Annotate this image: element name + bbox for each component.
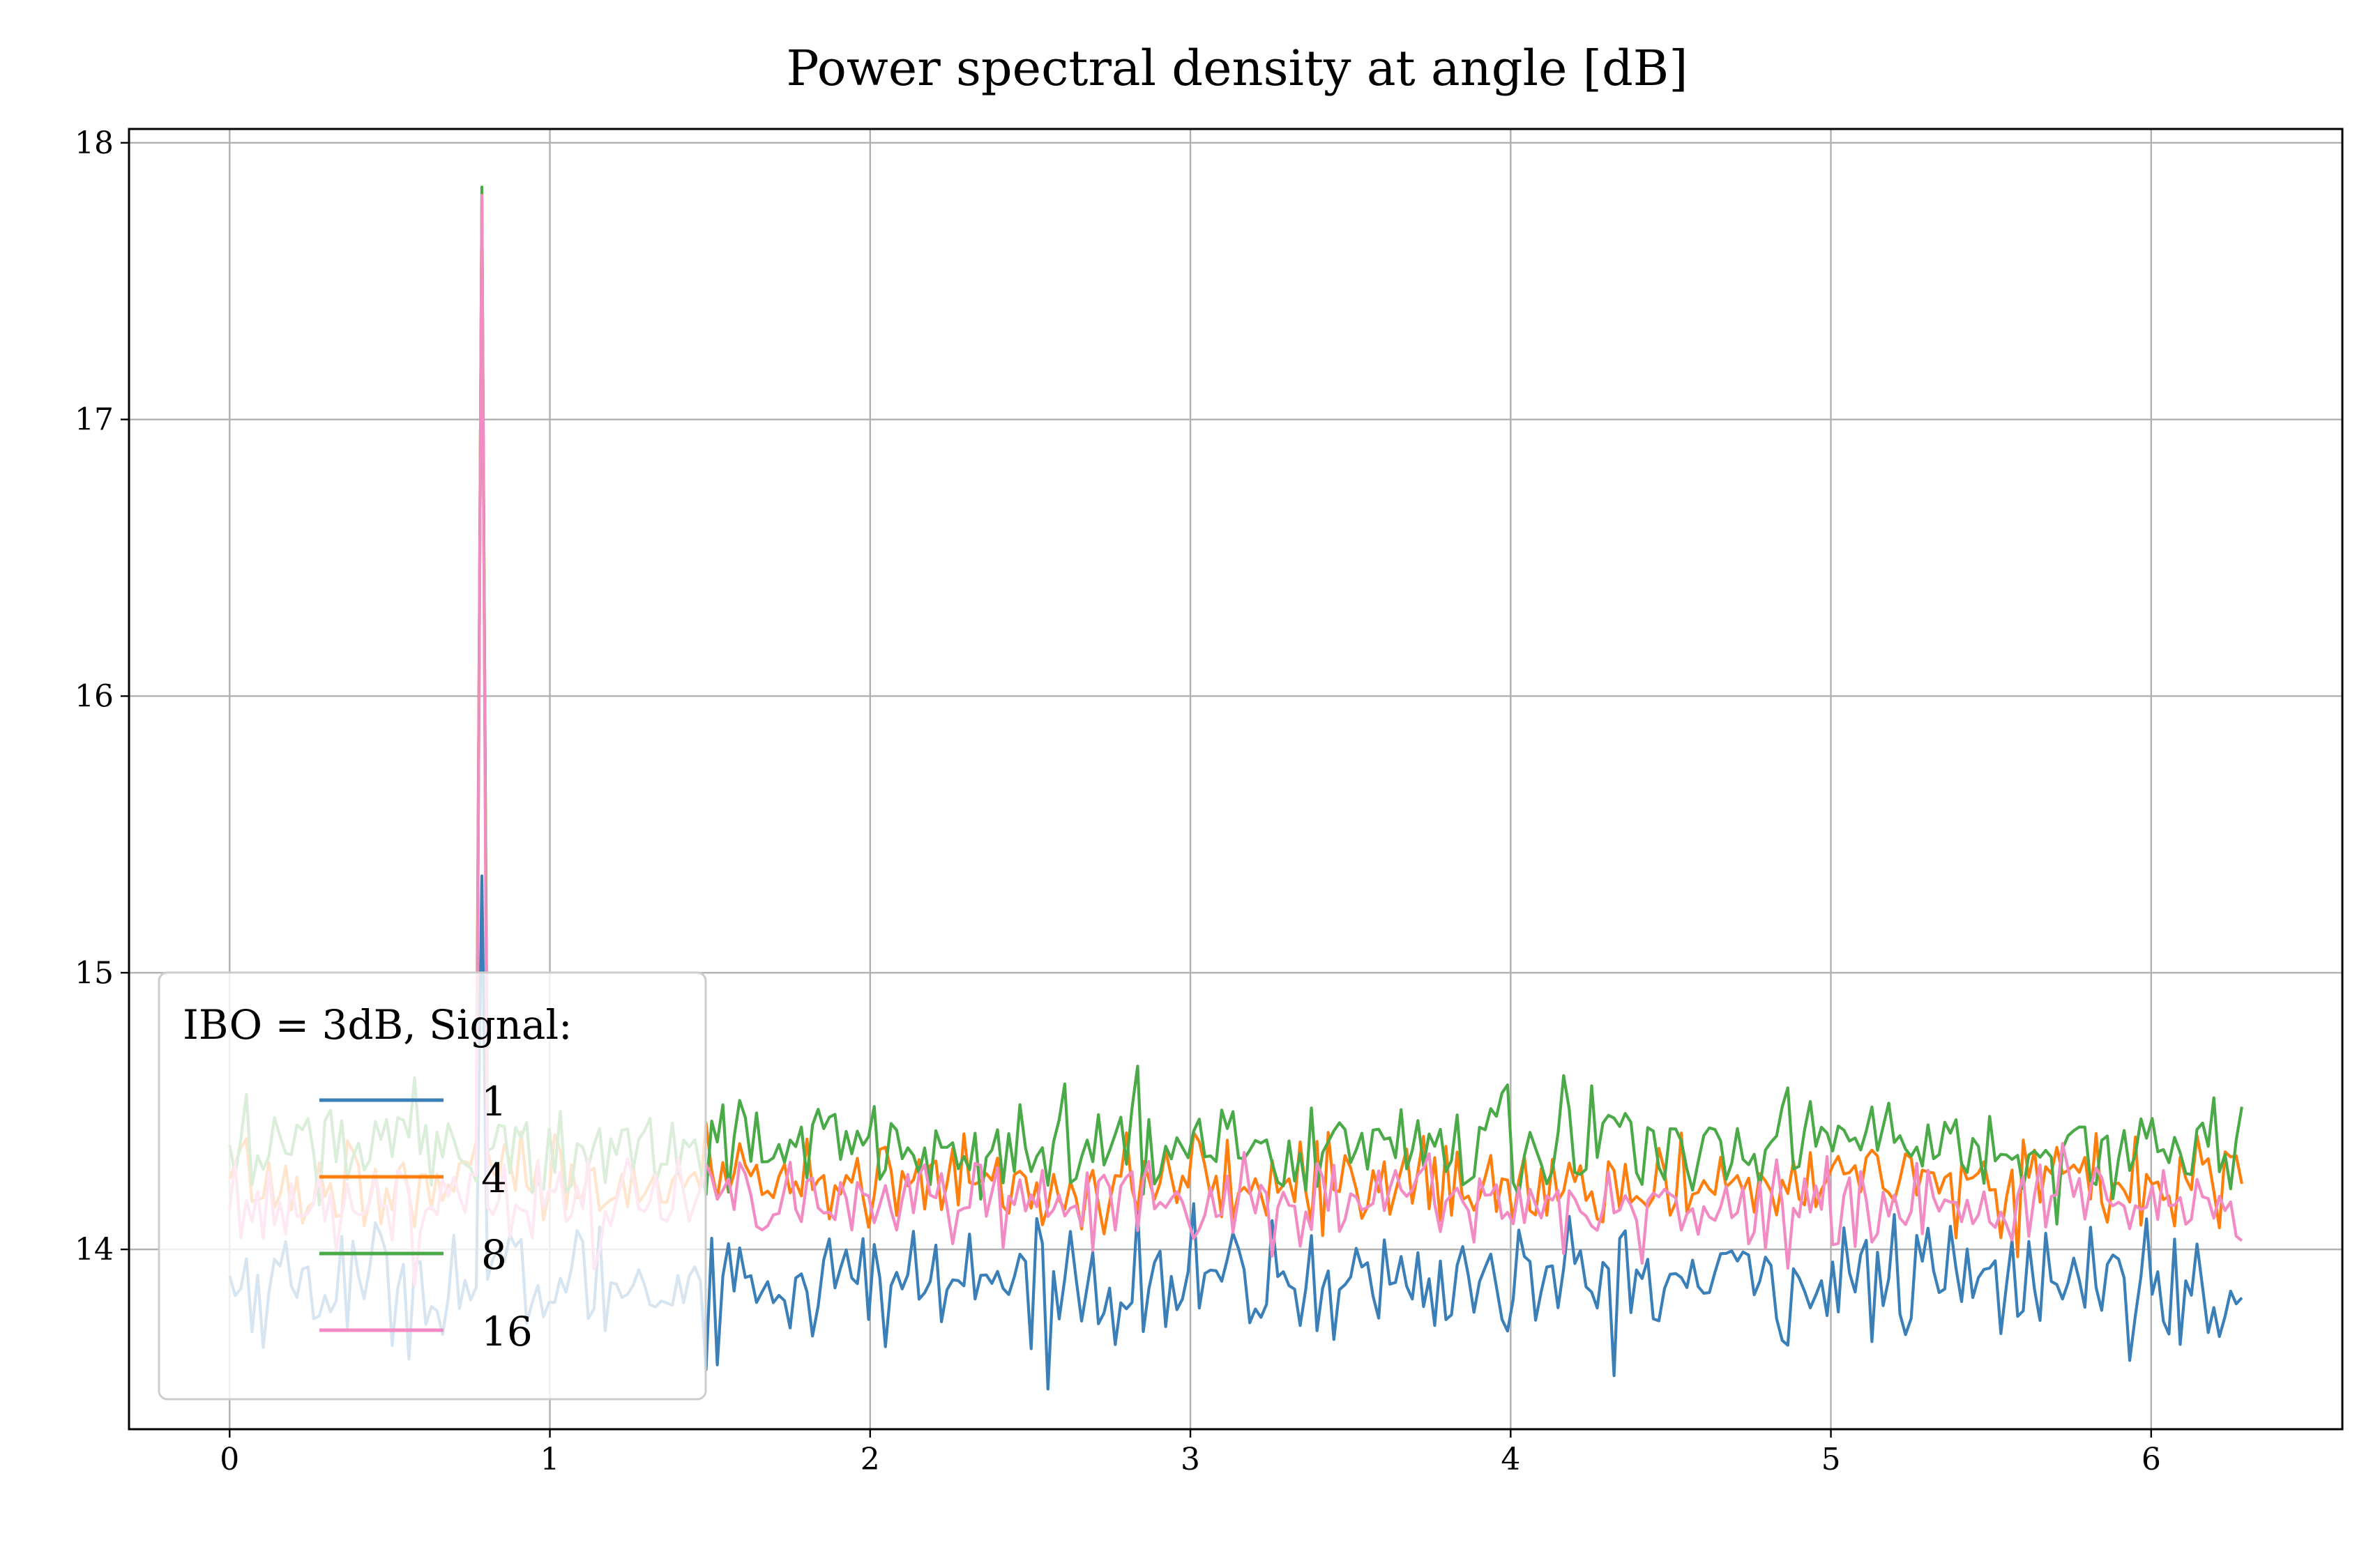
plot-frame	[128, 128, 2344, 1431]
x-tick-label: 4	[1501, 1442, 1520, 1477]
y-tick-label: 17	[75, 402, 114, 438]
legend-label-16: 16	[481, 1308, 533, 1355]
x-tick-label: 5	[1821, 1442, 1841, 1477]
chart-title: Power spectral density at angle [dB]	[786, 40, 1688, 97]
y-tick-label: 18	[75, 125, 114, 161]
legend-box	[158, 971, 707, 1401]
y-tick-label: 16	[75, 678, 114, 714]
legend: IBO = 3dB, Signal: 1 4 8 16	[158, 971, 707, 1401]
legend-entries: 1 4 8 16	[319, 1078, 533, 1355]
x-tick-label: 3	[1181, 1442, 1200, 1477]
y-tick-label: 15	[75, 955, 114, 991]
x-tick-label: 6	[2142, 1442, 2161, 1477]
x-tick-label: 0	[220, 1442, 239, 1477]
legend-label-1: 1	[481, 1078, 507, 1125]
legend-title: IBO = 3dB, Signal:	[183, 1001, 573, 1049]
y-tick-label: 14	[75, 1232, 114, 1267]
legend-label-8: 8	[481, 1231, 507, 1279]
x-tick-label: 2	[861, 1442, 880, 1477]
legend-label-4: 4	[481, 1155, 507, 1202]
x-tick-label: 1	[540, 1442, 560, 1477]
